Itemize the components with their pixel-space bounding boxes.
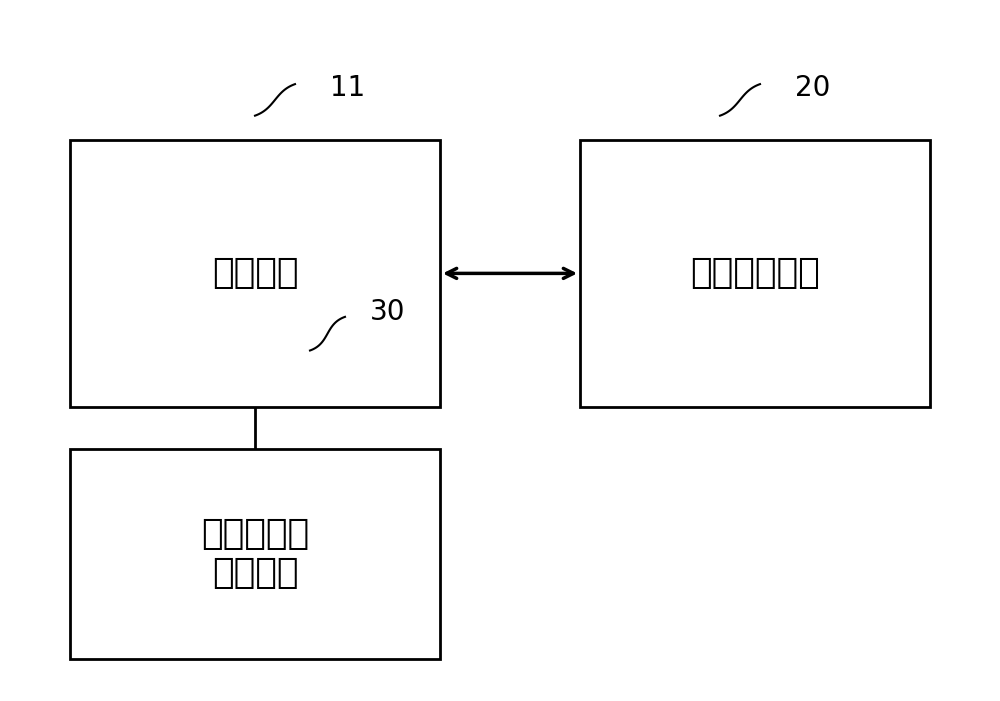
- Text: 显示交互装置: 显示交互装置: [690, 257, 820, 290]
- Text: 30: 30: [370, 298, 406, 326]
- Text: 发射线圈: 发射线圈: [212, 257, 298, 290]
- FancyBboxPatch shape: [70, 140, 440, 407]
- FancyBboxPatch shape: [580, 140, 930, 407]
- Text: 11: 11: [330, 74, 365, 102]
- Text: 20: 20: [795, 74, 830, 102]
- Text: 调谐和匹配
控制装置: 调谐和匹配 控制装置: [201, 517, 309, 590]
- FancyBboxPatch shape: [70, 449, 440, 659]
